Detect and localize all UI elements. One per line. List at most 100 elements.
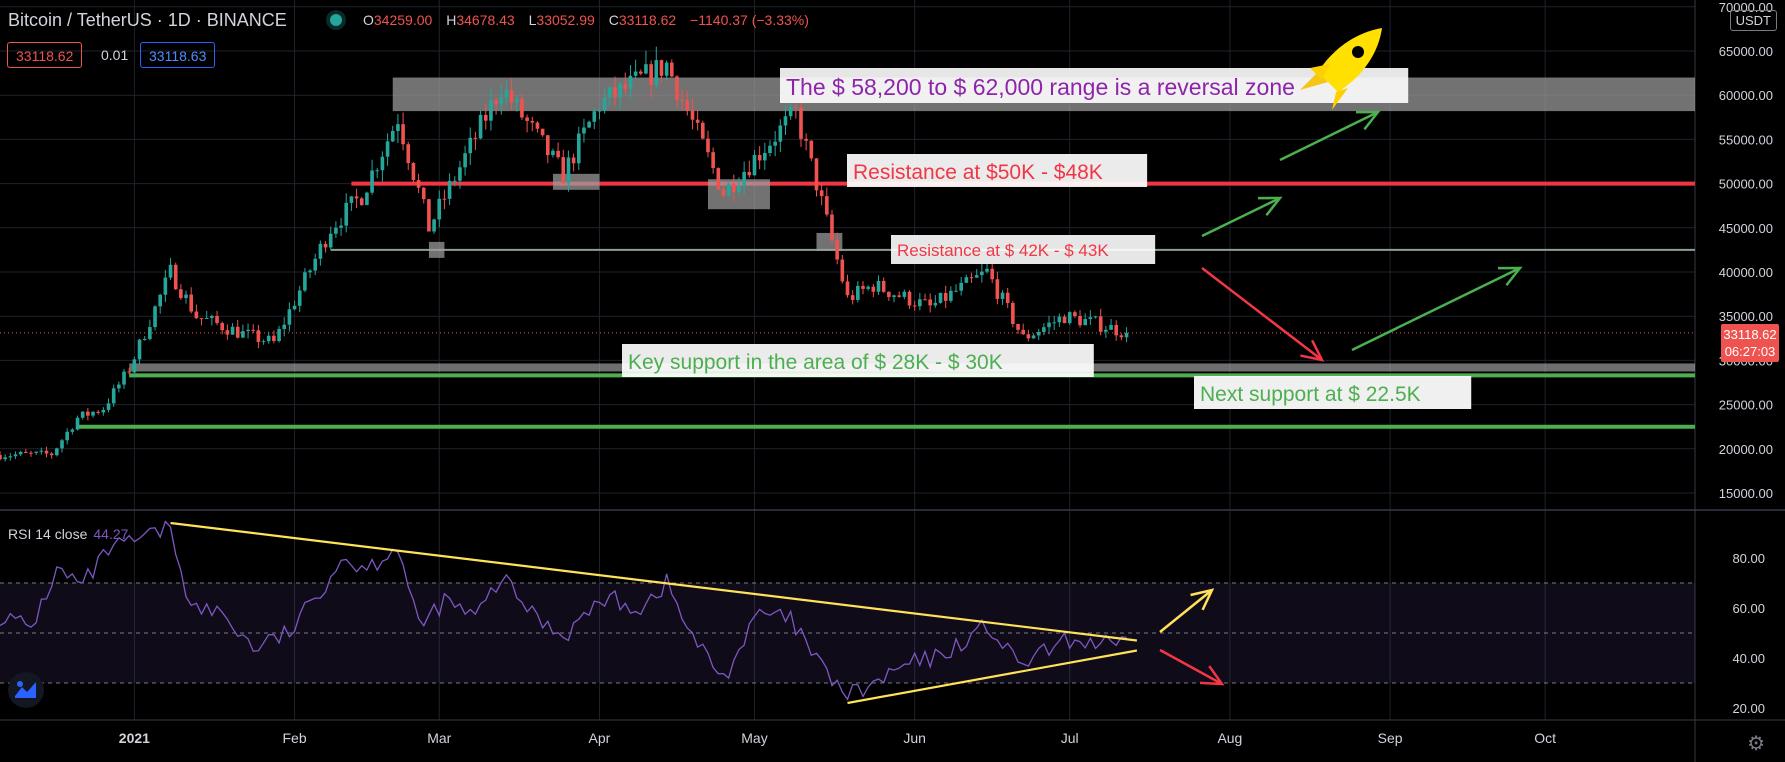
open-value: 34259.00 — [373, 12, 433, 28]
tradingview-logo-icon[interactable] — [8, 672, 44, 708]
candle-body — [861, 285, 865, 289]
candle-body — [582, 127, 586, 134]
candle-body — [571, 157, 576, 164]
rsi-trendline — [170, 521, 1138, 642]
candle-body — [313, 258, 318, 271]
candle-body — [551, 150, 555, 156]
candle-body — [494, 100, 498, 105]
axes: 15000.0020000.0025000.0030000.0035000.00… — [119, 0, 1773, 746]
candle-body — [969, 277, 974, 279]
arrow-up-to-reversal-zone-head — [1355, 110, 1381, 131]
candle-body — [396, 124, 400, 131]
rsi-line — [0, 520, 1127, 701]
candle-body — [545, 135, 550, 156]
candle-body — [1078, 316, 1082, 326]
annotation-text: The $ 58,200 to $ 62,000 range is a reve… — [786, 74, 1295, 100]
time-tick-label: 2021 — [119, 730, 150, 746]
candle-body — [354, 196, 359, 199]
candle-body — [938, 292, 943, 303]
candle-body — [1098, 316, 1103, 332]
candle-body — [633, 71, 638, 76]
candle-body — [504, 90, 509, 98]
candle-body — [1052, 322, 1057, 324]
candle-body — [489, 100, 493, 121]
candle-body — [644, 64, 648, 74]
arrow-down-to-support-head — [1300, 339, 1325, 362]
buy-price-button[interactable]: 33118.63 — [140, 42, 216, 68]
candle-body — [277, 328, 281, 342]
candle-body — [737, 185, 741, 193]
candle-body — [887, 291, 891, 298]
candle-body — [892, 295, 896, 298]
candle-body — [204, 318, 209, 320]
candle-body — [189, 294, 194, 312]
settings-gear-icon[interactable]: ⚙ — [1747, 733, 1765, 755]
candle-body — [726, 183, 731, 196]
candle-body — [199, 318, 204, 320]
candle-body — [60, 440, 64, 449]
candle-body — [711, 152, 715, 169]
price-tick-label: 40000.00 — [1719, 265, 1773, 280]
candle-body — [690, 110, 695, 120]
time-tick-label: Jul — [1061, 730, 1079, 746]
time-tick-label: Jun — [903, 730, 926, 746]
candle-body — [246, 329, 250, 332]
candle-body — [685, 100, 690, 111]
candle-body — [406, 144, 411, 164]
sell-price-button[interactable]: 33118.62 — [7, 42, 83, 68]
candle-series — [0, 46, 1695, 462]
arrow-up-long — [1351, 266, 1521, 352]
annotation-box — [1194, 376, 1472, 409]
candle-body — [912, 305, 917, 307]
candle-body — [96, 411, 100, 413]
candle-body — [416, 180, 421, 188]
candle-body — [215, 316, 219, 324]
spread-value: 0.01 — [101, 47, 129, 63]
candle-body — [318, 243, 323, 259]
candle-body — [907, 291, 912, 306]
candle-body — [225, 330, 230, 335]
candle-body — [747, 171, 752, 176]
candle-body — [974, 275, 979, 278]
candle-body — [732, 183, 736, 193]
annotation-box — [622, 344, 1094, 377]
bar-countdown: 06:27:03 — [1724, 344, 1776, 359]
candle-body — [783, 116, 788, 126]
candle-body — [980, 271, 984, 276]
candle-body — [613, 87, 617, 98]
last-price-value: 33118.62 — [1723, 327, 1777, 342]
candle-body — [220, 323, 225, 331]
candle-body — [432, 219, 436, 232]
candle-body — [876, 280, 881, 292]
last-price-tag: 33118.62 06:27:03 — [1721, 324, 1779, 362]
candle-body — [995, 279, 1000, 299]
candle-body — [587, 121, 591, 128]
candle-body — [556, 150, 560, 158]
currency-button[interactable]: USDT — [1729, 10, 1777, 31]
candle-body — [339, 225, 343, 228]
candle-body — [1047, 322, 1051, 328]
arrows — [1159, 110, 1523, 686]
candle-body — [845, 281, 850, 296]
candle-body — [122, 371, 126, 385]
candle-body — [933, 302, 938, 306]
candle-body — [153, 306, 157, 328]
candle-body — [49, 453, 54, 456]
candle-body — [421, 187, 426, 200]
candle-body — [804, 138, 808, 141]
open-label: O — [363, 12, 374, 28]
rsi-legend[interactable]: RSI 14 close 44.27 — [8, 526, 128, 542]
rsi-arrow-down — [1159, 648, 1223, 686]
candle-body — [669, 62, 674, 77]
candle-body — [535, 122, 540, 129]
price-tick-label: 50000.00 — [1719, 177, 1773, 192]
candle-body — [1011, 302, 1015, 324]
candle-body — [18, 451, 23, 455]
candle-body — [1021, 329, 1026, 335]
ohlc-legend: O34259.00 H34678.43 L33052.99 C33118.62 … — [363, 12, 819, 28]
arrow-up-long-head — [1497, 266, 1523, 287]
time-tick-label: Apr — [589, 730, 611, 746]
symbol-header[interactable]: Bitcoin / TetherUS · 1D · BINANCE O34259… — [8, 10, 809, 31]
close-value: 33118.62 — [618, 12, 677, 28]
